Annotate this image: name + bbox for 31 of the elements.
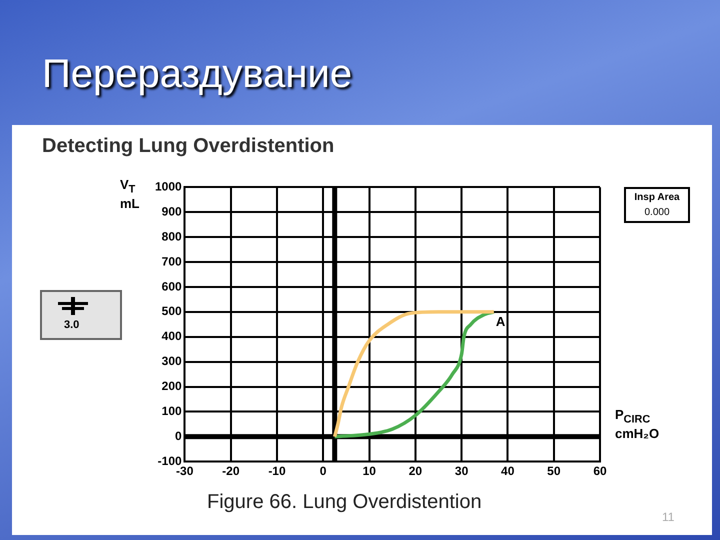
y-tick-label: 900 (162, 204, 182, 218)
x-axis-title: P$_{CIRC}$ cmH₂O (615, 407, 660, 441)
y-tick-label: 400 (162, 329, 182, 344)
y-tick-label: 500 (162, 304, 182, 318)
x-tick-label: 10 (362, 464, 376, 478)
y-tick-label: 800 (162, 229, 182, 244)
x-tick-label: 60 (593, 464, 607, 478)
chart-subtitle: Detecting Lung Overdistention (42, 135, 334, 158)
y-tick-label: 700 (162, 254, 182, 268)
x-tick-label: 30 (454, 464, 469, 478)
y-tick-label: 0 (175, 428, 182, 443)
x-tick-label: -10 (268, 464, 286, 478)
x-tick-label: -20 (222, 464, 240, 478)
y-axis-title: V$_{T}$ mL (120, 177, 140, 211)
y-tick-label: 200 (162, 379, 182, 394)
chart-title: Перераздувание (42, 52, 352, 97)
y-tick-label: 600 (162, 279, 182, 294)
y-tick-label: 100 (162, 404, 182, 418)
annotation: A (496, 314, 506, 330)
text: 11 (662, 510, 674, 524)
x-tick-label: 20 (408, 464, 422, 478)
text: 0.000 (643, 207, 671, 218)
text: 3.0 (64, 319, 80, 331)
y-tick-label: 300 (162, 354, 182, 368)
x-tick-label: 40 (501, 464, 515, 478)
line-series (332, 310, 496, 438)
y-tick-label: 1000 (154, 180, 182, 194)
caption: Figure 66. Lung Overdistention (207, 491, 482, 514)
x-tick-label: 50 (547, 464, 561, 478)
x-tick-label: 0 (320, 464, 327, 478)
text: Insp Area (633, 192, 681, 203)
